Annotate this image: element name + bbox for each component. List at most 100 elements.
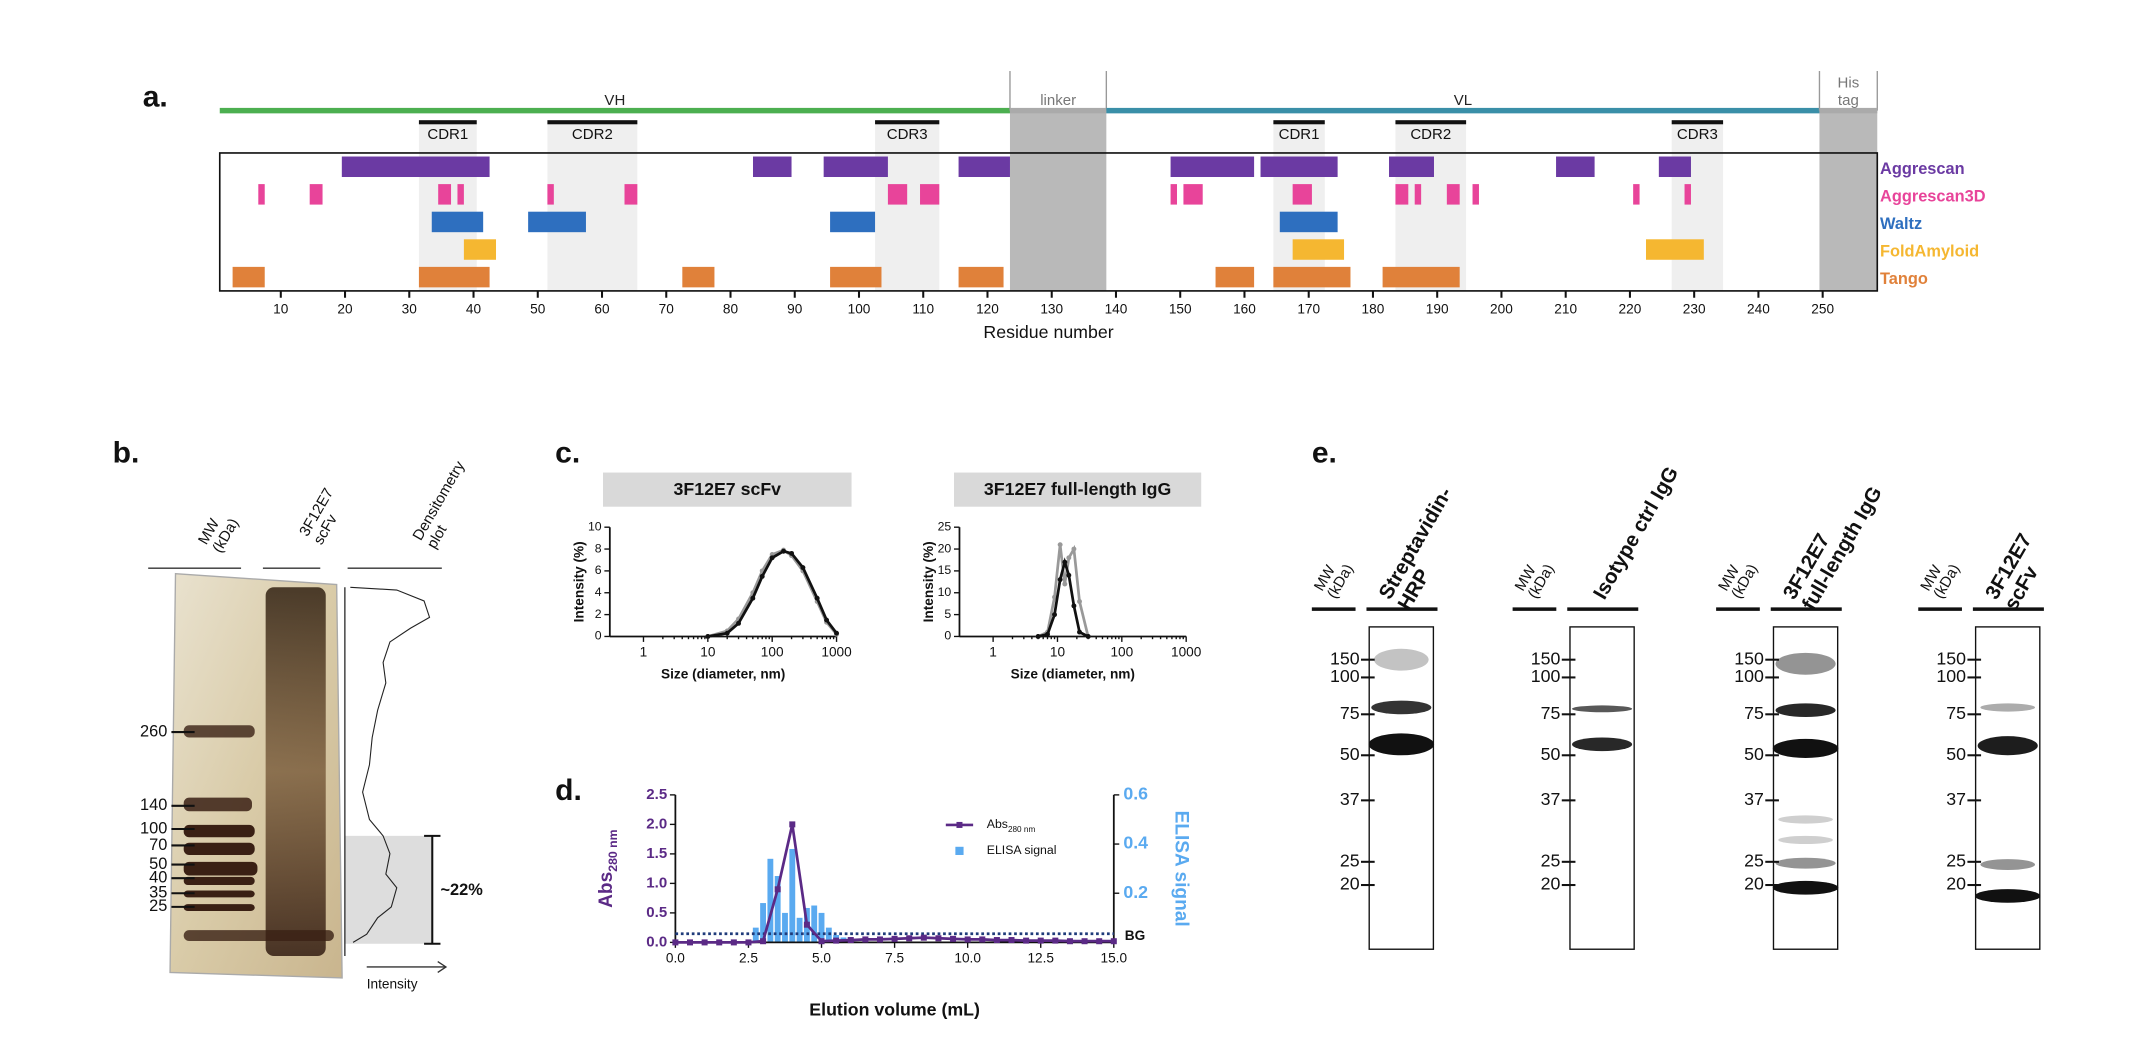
point (935, 935, 942, 942)
track-segment (1472, 184, 1479, 205)
y-tick-label: 2 (595, 607, 602, 621)
blot-marker-label: 50 (1340, 744, 1360, 764)
blot-marker-label: 100 (1531, 666, 1561, 686)
series-line (707, 548, 838, 638)
blot-marker-label: 100 (1330, 666, 1360, 686)
point (789, 550, 795, 556)
y-tick-label: 10 (938, 585, 952, 599)
x-tick-label: 40 (466, 302, 482, 317)
track-segment (830, 211, 876, 233)
track-segment (1260, 156, 1338, 178)
point (906, 935, 913, 942)
cdr-bar (547, 120, 638, 125)
panel-label: c. (555, 437, 580, 470)
point (1052, 612, 1057, 618)
point (716, 939, 723, 946)
track-segment (457, 184, 464, 205)
title-box (954, 472, 1202, 507)
y-tick-label: 1.0 (646, 874, 667, 891)
x-tick-label: 1000 (1171, 644, 1202, 659)
track-segment (1170, 156, 1255, 178)
domain-label-line: tag (1838, 92, 1859, 109)
x-tick-label: 150 (1169, 302, 1192, 317)
y-tick-label: 0 (595, 629, 602, 643)
point (1045, 631, 1050, 637)
blot-band (1572, 737, 1633, 752)
track-segment (547, 184, 554, 205)
cdr-bar (1273, 120, 1325, 125)
track-segment (1645, 239, 1704, 260)
series-line (1037, 544, 1090, 638)
gel-marker-label: 70 (149, 836, 167, 854)
bar (796, 917, 803, 943)
track-segment (1658, 156, 1691, 178)
point (920, 934, 927, 941)
point (814, 595, 820, 601)
blot-band (1775, 652, 1836, 675)
x-tick-label: 210 (1554, 302, 1577, 317)
bar (782, 912, 788, 943)
blot-band (1980, 859, 2036, 871)
point (781, 548, 786, 554)
y2-tick-label: 0.2 (1123, 882, 1148, 902)
y-tick-label: 10 (588, 519, 602, 533)
point (1057, 577, 1063, 583)
domain-line (1819, 107, 1878, 114)
domain-label: VH (604, 92, 625, 109)
blot (1368, 626, 1435, 950)
track-segment (341, 156, 490, 178)
track-label: Waltz (1880, 215, 1922, 233)
legend-label-sub: 280 nm (1008, 825, 1035, 834)
sample-header: Isotype ctrl IgG (1589, 463, 1683, 604)
point (750, 595, 756, 601)
chart-title: 3F12E7 full-length IgG (984, 479, 1171, 499)
bar (767, 858, 774, 943)
x-tick-label: 30 (402, 302, 418, 317)
track-segment (258, 184, 265, 205)
point (672, 939, 679, 946)
track-segment (823, 156, 888, 178)
bar (789, 848, 796, 943)
panel-label: d. (555, 774, 582, 807)
domain-label: linker (1040, 92, 1076, 109)
y-tick-label: 6 (595, 563, 602, 577)
point (1062, 581, 1068, 587)
x-axis-label: Size (diameter, nm) (1011, 666, 1135, 681)
track-segment (1170, 184, 1178, 205)
blot (1772, 626, 1839, 950)
point (701, 939, 708, 946)
y-tick-label: 4 (595, 585, 602, 599)
blot-band (1371, 700, 1432, 715)
cdr-shade (875, 121, 940, 291)
cdr-label: CDR1 (1279, 126, 1320, 143)
blot-band (1775, 703, 1836, 718)
cdr-label: CDR3 (1677, 126, 1718, 143)
point (834, 630, 840, 636)
y-axis-label: Intensity (%) (921, 541, 936, 622)
cdr-shade (418, 121, 477, 291)
legend-label: Abs280 nm (987, 817, 1036, 833)
track-label: FoldAmyloid (1880, 243, 1979, 261)
blot-band (1778, 835, 1833, 845)
series-line (675, 824, 1114, 944)
point (705, 633, 711, 639)
cdr-bar (1671, 120, 1724, 125)
point (876, 936, 883, 943)
point (1035, 633, 1041, 639)
gel-x-label: Intensity (367, 976, 418, 991)
gel-fraction: ~22% (440, 881, 483, 899)
x-tick-label: 250 (1811, 302, 1834, 317)
bar (752, 927, 759, 943)
x-tick-label: 100 (1110, 644, 1133, 659)
point (1037, 937, 1044, 944)
x-tick-label: 190 (1426, 302, 1449, 317)
domain-label-line: VL (1454, 92, 1472, 109)
point (774, 886, 781, 893)
x-tick-label: 1 (640, 644, 648, 659)
bar (774, 876, 781, 943)
y-tick-label: 5 (944, 607, 951, 621)
cdr-label: CDR2 (572, 126, 613, 143)
point (818, 938, 825, 945)
track-segment (830, 266, 882, 288)
